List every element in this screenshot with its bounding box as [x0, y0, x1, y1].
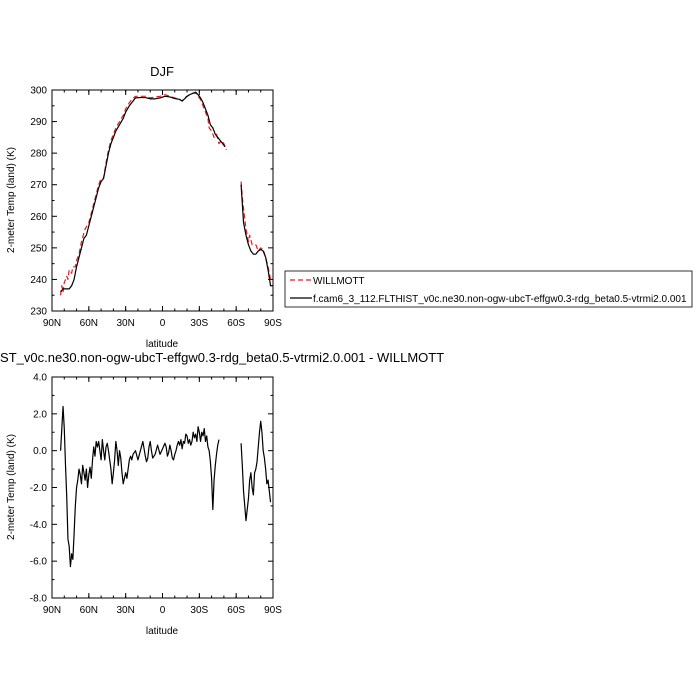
y-tick-label: -2.0 — [30, 483, 48, 494]
x-tick-label: 30N — [116, 605, 134, 616]
series-line-1 — [60, 91, 226, 293]
series-line-1 — [240, 184, 273, 287]
x-tick-label: 30S — [190, 605, 208, 616]
y-ticks: 230 240 250 260 270 280 290 300 — [30, 86, 273, 318]
plot-frame — [51, 376, 274, 599]
y-tick-label: -4.0 — [30, 520, 48, 531]
y-tick-label: -8.0 — [30, 594, 48, 605]
series-line-0 — [240, 420, 272, 522]
chart-title: DJF — [150, 64, 174, 79]
legend-box — [284, 270, 693, 308]
y-tick-label: 240 — [30, 275, 47, 286]
x-axis-label: latitude — [146, 626, 179, 637]
legend-label-model: f.cam6_3_112.FLTHIST_v0c.ne30.non-ogw-ub… — [313, 294, 687, 305]
x-tick-label: 60S — [227, 318, 245, 329]
x-tick-label: 30S — [190, 318, 208, 329]
plot-lines — [59, 405, 272, 568]
x-tick-label: 90N — [43, 318, 61, 329]
y-tick-label: 250 — [30, 243, 47, 254]
y-tick-label: 260 — [30, 212, 47, 223]
y-axis-label: 2-meter Temp (land) (K) — [6, 147, 17, 253]
x-ticks: 90N 60N 30N 0 30S 60S 90S — [43, 90, 282, 329]
y-axis-label: 2-meter Temp (land) (K) — [6, 434, 17, 540]
x-axis-label: latitude — [146, 339, 179, 350]
x-tick-label: 0 — [160, 318, 166, 329]
x-tick-label: 90S — [264, 318, 282, 329]
plot-lines — [59, 91, 273, 296]
chart-panel-bottom: f.cam6_3_112.FLTHIST_v0c.ne30.non-ogw-ub… — [0, 350, 444, 637]
x-tick-label: 90S — [264, 605, 282, 616]
series-line-0 — [59, 92, 227, 296]
y-tick-label: 4.0 — [33, 373, 47, 384]
x-tick-label: 60S — [227, 605, 245, 616]
y-tick-label: 290 — [30, 117, 47, 128]
y-tick-label: 2.0 — [33, 409, 47, 420]
x-tick-label: 60N — [80, 605, 98, 616]
y-tick-label: 230 — [30, 307, 47, 318]
y-tick-label: 300 — [30, 86, 47, 97]
y-tick-label: 270 — [30, 180, 47, 191]
y-tick-label: 280 — [30, 149, 47, 160]
x-tick-label: 0 — [160, 605, 166, 616]
y-tick-label: -6.0 — [30, 557, 48, 568]
x-tick-label: 90N — [43, 605, 61, 616]
plot-frame — [51, 89, 274, 312]
x-ticks: 90N 60N 30N 0 30S 60S 90S — [43, 377, 282, 616]
chart-panel-top: DJF 90N 60N 30N 0 30S 60S 90S 2302402502602702… — [6, 64, 693, 350]
legend: WILLMOTT f.cam6_3_112.FLTHIST_v0c.ne30.n… — [284, 270, 693, 308]
x-tick-label: 60N — [80, 318, 98, 329]
series-line-0 — [59, 405, 220, 568]
y-tick-label: 0.0 — [33, 446, 47, 457]
x-tick-label: 30N — [116, 318, 134, 329]
chart-title: f.cam6_3_112.FLTHIST_v0c.ne30.non-ogw-ub… — [0, 350, 444, 365]
legend-label-willmott: WILLMOTT — [313, 276, 365, 287]
